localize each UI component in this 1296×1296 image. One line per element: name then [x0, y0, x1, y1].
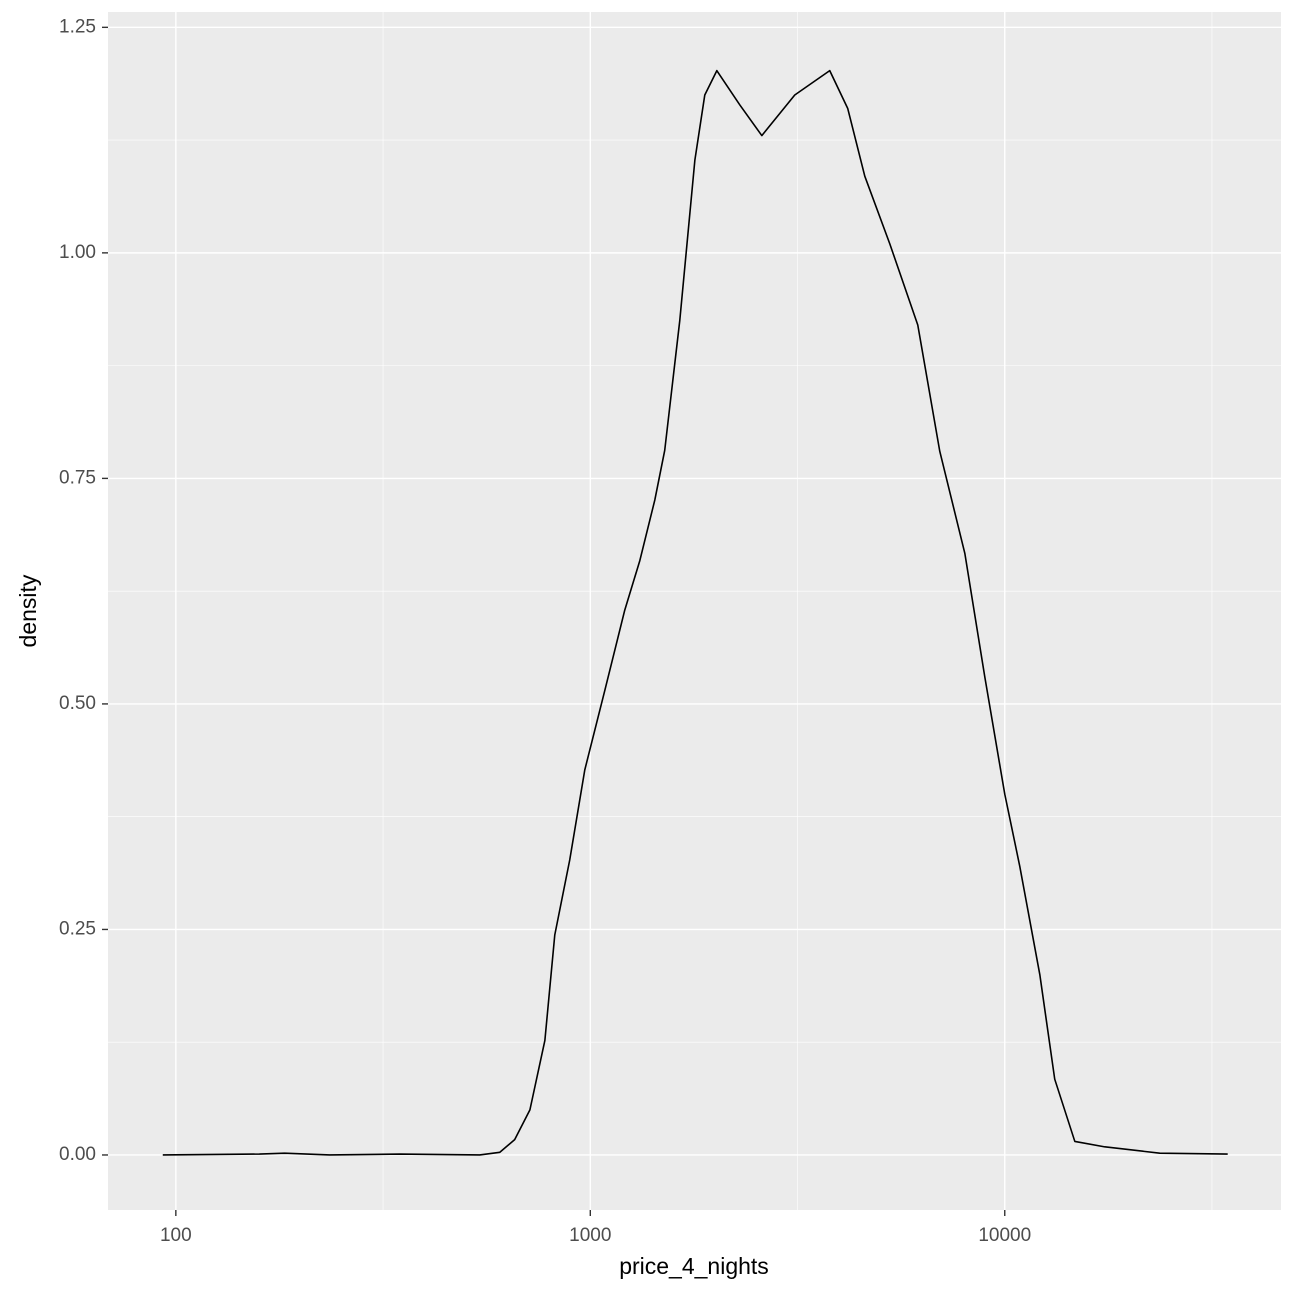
y-axis-title: density [15, 574, 41, 647]
x-tick-label: 1000 [569, 1225, 611, 1246]
x-axis-title: price_4_nights [619, 1253, 769, 1279]
y-tick-label: 0.00 [59, 1144, 96, 1165]
y-tick-label: 1.25 [59, 16, 96, 37]
y-tick-label: 0.25 [59, 918, 96, 939]
x-tick-label: 10000 [978, 1225, 1031, 1246]
panel [108, 12, 1281, 1210]
y-tick-label: 1.00 [59, 242, 96, 263]
y-tick-label: 0.50 [59, 693, 96, 714]
density-line [162, 69, 1228, 1156]
y-tick-label: 0.75 [59, 467, 96, 488]
x-tick-label: 100 [160, 1225, 192, 1246]
